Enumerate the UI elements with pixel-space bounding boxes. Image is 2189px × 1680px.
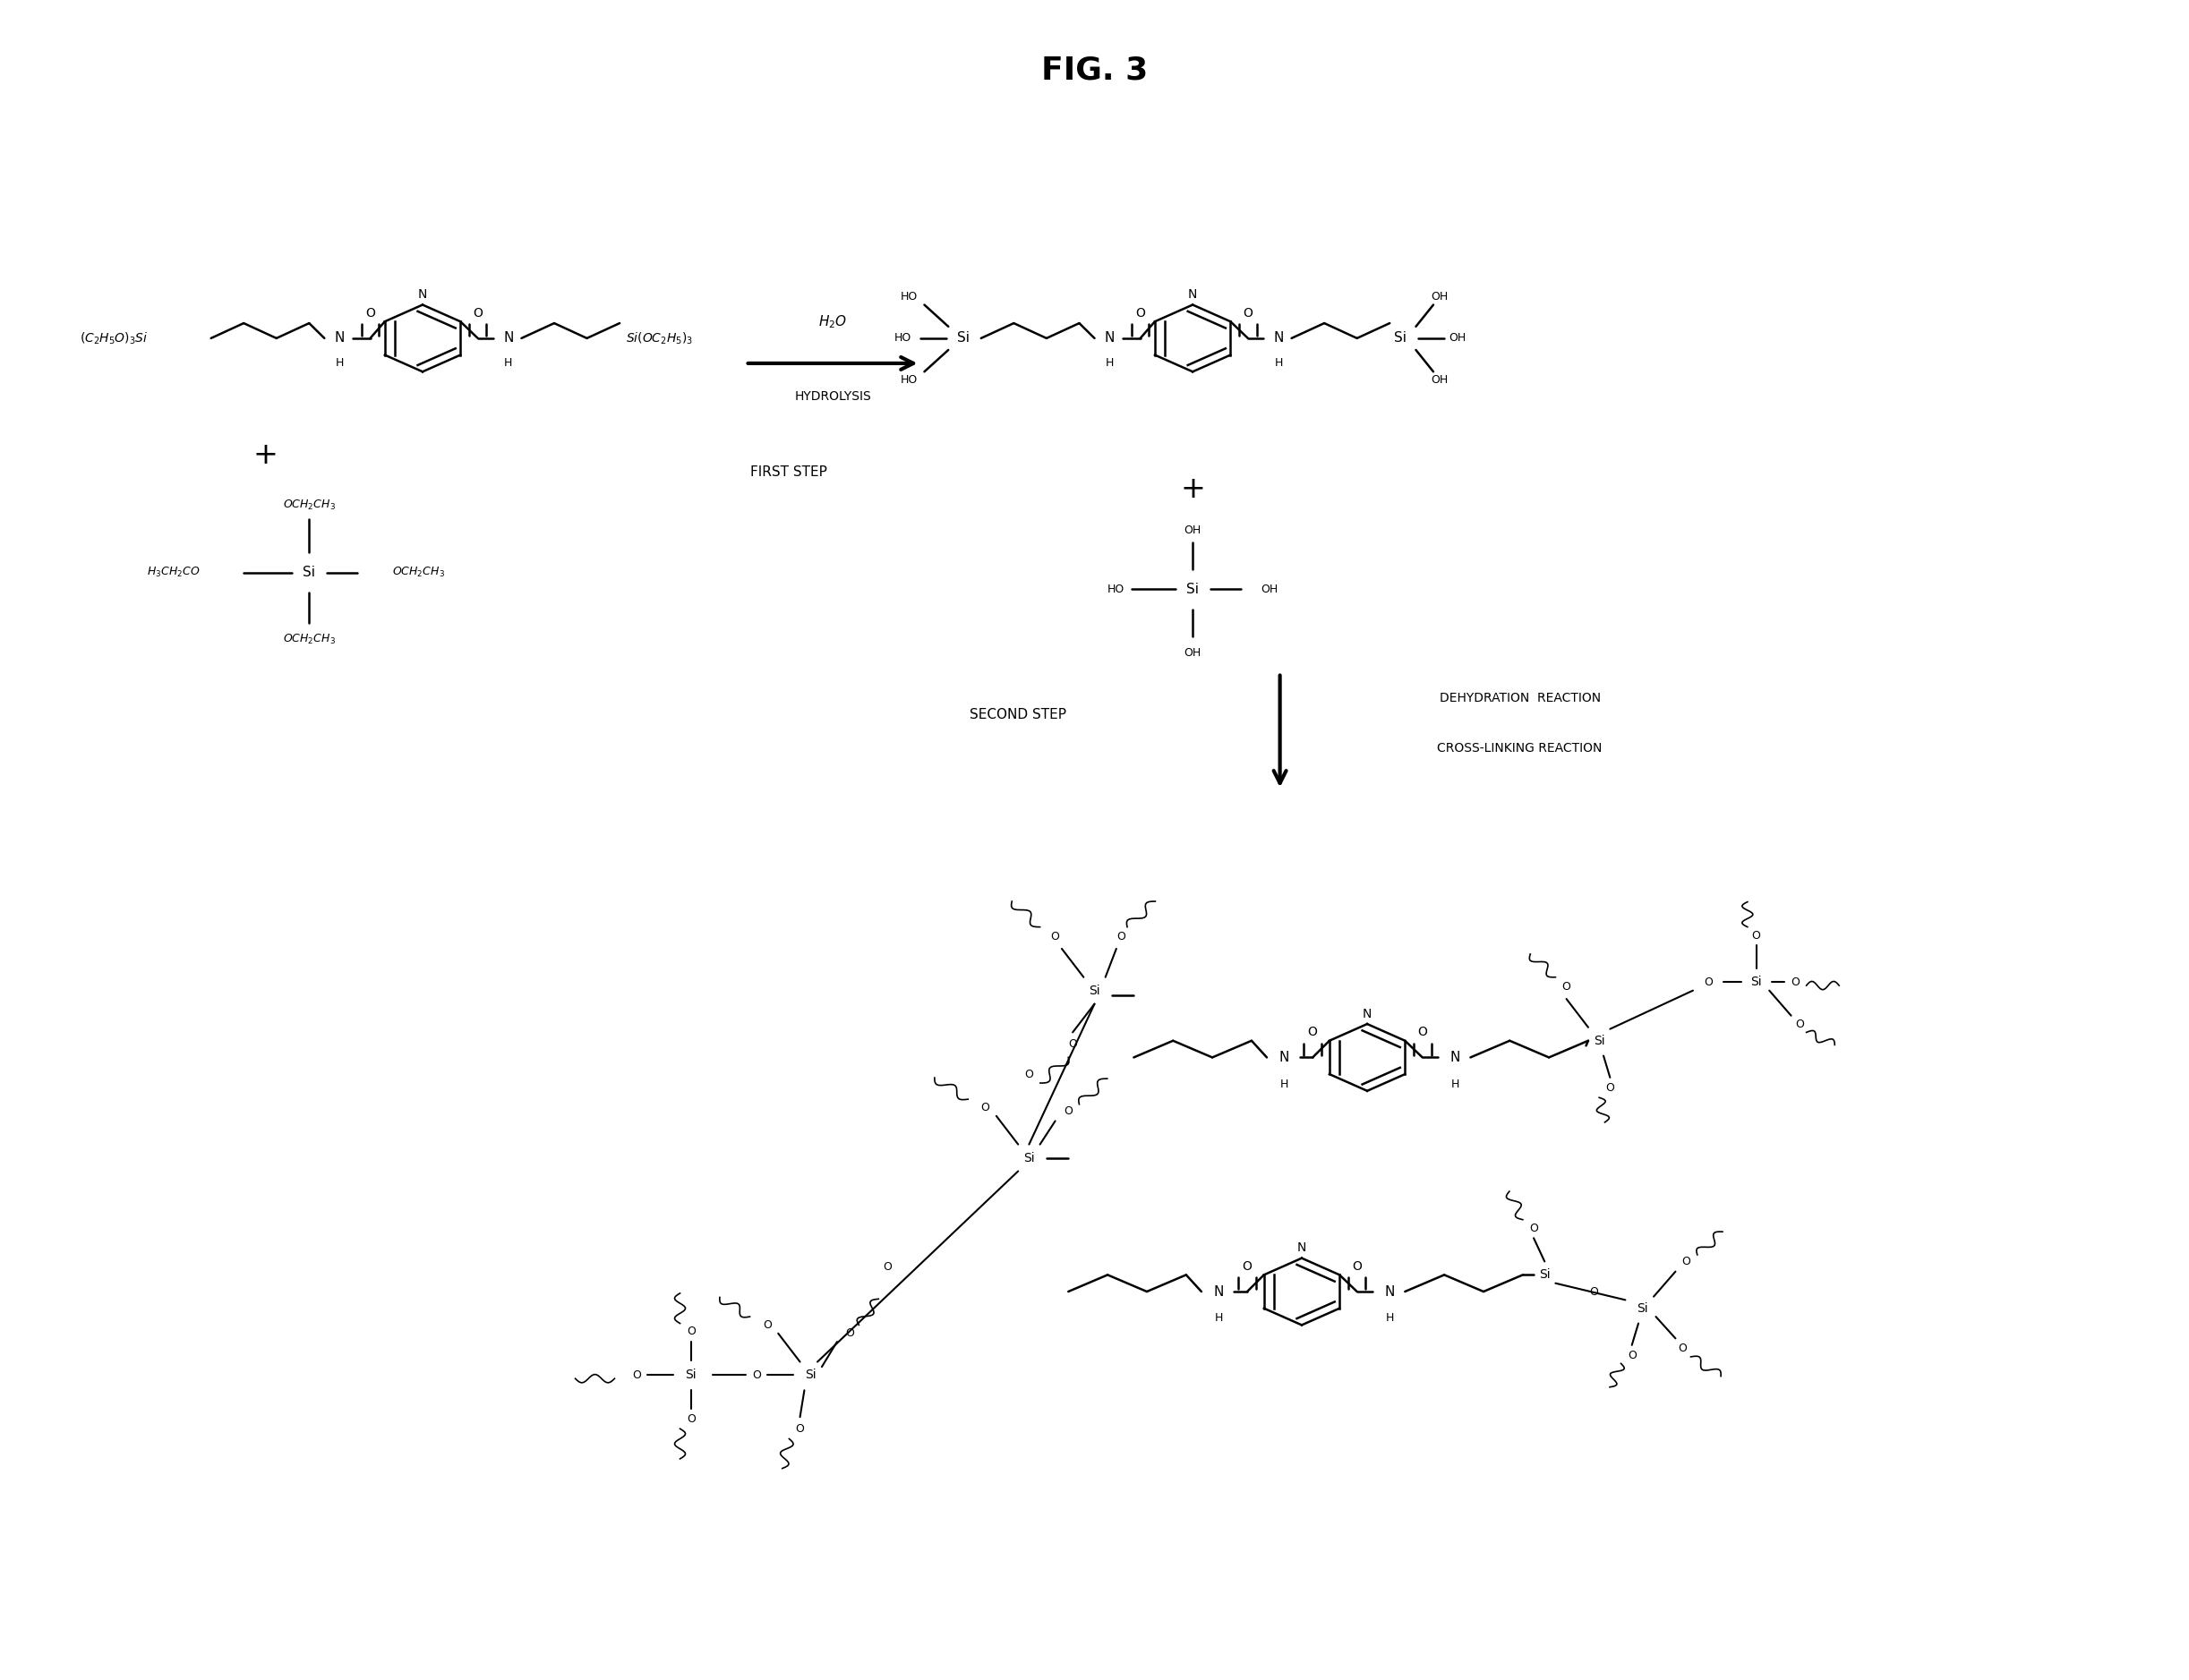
Text: O: O xyxy=(687,1326,696,1337)
Text: Si: Si xyxy=(1394,331,1408,344)
Text: DEHYDRATION  REACTION: DEHYDRATION REACTION xyxy=(1440,692,1600,704)
Text: H: H xyxy=(1274,358,1283,370)
Text: Si: Si xyxy=(685,1369,696,1381)
Text: O: O xyxy=(1677,1342,1686,1354)
Text: Si: Si xyxy=(1594,1035,1605,1047)
Text: O: O xyxy=(1024,1068,1033,1080)
Text: O: O xyxy=(762,1319,773,1331)
Text: H: H xyxy=(503,358,512,370)
Text: O: O xyxy=(1064,1105,1073,1117)
Text: $Si(OC_2H_5)_3$: $Si(OC_2H_5)_3$ xyxy=(626,331,694,346)
Text: Si: Si xyxy=(1186,583,1200,596)
Text: $H_2O$: $H_2O$ xyxy=(819,312,847,329)
Text: $OCH_2CH_3$: $OCH_2CH_3$ xyxy=(392,566,444,580)
Text: O: O xyxy=(1353,1260,1362,1273)
Text: O: O xyxy=(1626,1349,1637,1361)
Text: N: N xyxy=(503,331,514,344)
Text: O: O xyxy=(1751,929,1760,941)
Text: O: O xyxy=(1068,1038,1077,1050)
Text: O: O xyxy=(1703,976,1712,988)
Text: O: O xyxy=(1051,931,1059,942)
Text: N: N xyxy=(335,331,346,344)
Text: H: H xyxy=(1105,358,1114,370)
Text: O: O xyxy=(473,307,484,319)
Text: CROSS-LINKING REACTION: CROSS-LINKING REACTION xyxy=(1438,743,1602,754)
Text: +: + xyxy=(254,440,278,470)
Text: Si: Si xyxy=(1751,976,1762,988)
Text: $OCH_2CH_3$: $OCH_2CH_3$ xyxy=(282,499,335,512)
Text: N: N xyxy=(1298,1242,1307,1255)
Text: N: N xyxy=(1386,1285,1394,1299)
Text: Si: Si xyxy=(957,331,970,344)
Text: N: N xyxy=(1213,1285,1224,1299)
Text: O: O xyxy=(1530,1223,1539,1233)
Text: O: O xyxy=(1418,1026,1427,1038)
Text: HO: HO xyxy=(900,375,917,386)
Text: O: O xyxy=(845,1327,854,1339)
Text: O: O xyxy=(633,1369,641,1381)
Text: O: O xyxy=(1243,1260,1252,1273)
Text: $(C_2H_5O)_3Si$: $(C_2H_5O)_3Si$ xyxy=(81,331,149,346)
Text: HO: HO xyxy=(900,291,917,302)
Text: H: H xyxy=(1281,1079,1289,1090)
Text: O: O xyxy=(1589,1285,1598,1297)
Text: Si: Si xyxy=(302,566,315,580)
Text: O: O xyxy=(1791,976,1799,988)
Text: N: N xyxy=(1274,331,1283,344)
Text: Si: Si xyxy=(1088,984,1101,996)
Text: Si: Si xyxy=(1637,1302,1648,1314)
Text: OH: OH xyxy=(1261,583,1278,595)
Text: O: O xyxy=(1116,931,1125,942)
Text: HO: HO xyxy=(893,333,911,344)
Text: SECOND STEP: SECOND STEP xyxy=(970,707,1066,721)
Text: HO: HO xyxy=(1108,583,1125,595)
Text: O: O xyxy=(981,1102,989,1114)
Text: O: O xyxy=(1795,1018,1804,1030)
Text: OH: OH xyxy=(1432,375,1449,386)
Text: O: O xyxy=(753,1369,762,1381)
Text: HYDROLYSIS: HYDROLYSIS xyxy=(795,390,871,403)
Text: O: O xyxy=(1243,307,1252,319)
Text: H: H xyxy=(335,358,344,370)
Text: O: O xyxy=(1605,1082,1615,1094)
Text: $OCH_2CH_3$: $OCH_2CH_3$ xyxy=(282,633,335,647)
Text: O: O xyxy=(1136,307,1145,319)
Text: +: + xyxy=(1180,474,1206,504)
Text: H: H xyxy=(1386,1312,1394,1324)
Text: N: N xyxy=(418,289,427,301)
Text: FIRST STEP: FIRST STEP xyxy=(751,465,827,479)
Text: $H_3CH_2CO$: $H_3CH_2CO$ xyxy=(147,566,199,580)
Text: H: H xyxy=(1215,1312,1224,1324)
Text: OH: OH xyxy=(1432,291,1449,302)
Text: O: O xyxy=(1563,981,1572,993)
Text: O: O xyxy=(1307,1026,1318,1038)
Text: FIG. 3: FIG. 3 xyxy=(1042,55,1147,86)
Text: N: N xyxy=(1105,331,1114,344)
Text: O: O xyxy=(882,1260,891,1272)
Text: O: O xyxy=(1681,1255,1690,1267)
Text: O: O xyxy=(366,307,374,319)
Text: Si: Si xyxy=(1539,1268,1550,1282)
Text: N: N xyxy=(1278,1050,1289,1063)
Text: Si: Si xyxy=(806,1369,816,1381)
Text: N: N xyxy=(1189,289,1197,301)
Text: O: O xyxy=(687,1413,696,1425)
Text: OH: OH xyxy=(1449,333,1467,344)
Text: OH: OH xyxy=(1184,524,1202,536)
Text: N: N xyxy=(1449,1050,1460,1063)
Text: N: N xyxy=(1362,1008,1373,1020)
Text: O: O xyxy=(795,1423,803,1435)
Text: Si: Si xyxy=(1024,1151,1035,1164)
Text: OH: OH xyxy=(1184,647,1202,659)
Text: H: H xyxy=(1451,1079,1460,1090)
